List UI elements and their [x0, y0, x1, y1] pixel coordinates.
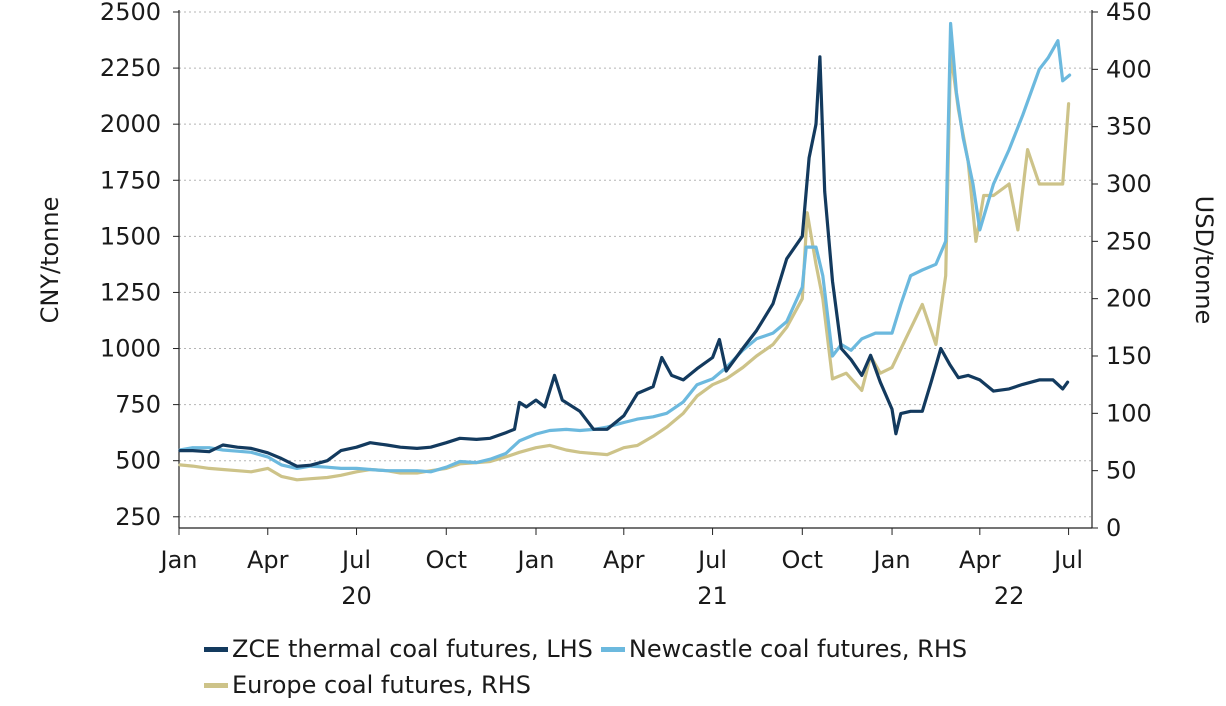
legend-label-zce: ZCE thermal coal futures, LHS — [232, 635, 593, 663]
left-tick-label: 500 — [115, 447, 161, 475]
left-tick-label: 1750 — [100, 166, 161, 194]
x-tick-label: Oct — [782, 546, 824, 574]
left-tick-label: 1250 — [100, 278, 161, 306]
legend-item-europe: Europe coal futures, RHS — [204, 671, 531, 699]
right-axis-title: USD/tonne — [1190, 196, 1218, 325]
right-tick-label: 100 — [1106, 399, 1152, 427]
left-tick-label: 750 — [115, 391, 161, 419]
x-tick-label: Apr — [247, 546, 289, 574]
right-tick-label: 150 — [1106, 342, 1152, 370]
x-tick-label: Oct — [426, 546, 468, 574]
right-axis-ticks: 0 50 100 150 200 250 300 350 400 450 — [1092, 0, 1152, 542]
left-tick-label: 250 — [115, 503, 161, 531]
right-tick-label: 400 — [1106, 55, 1152, 83]
coal-futures-chart: 250 500 750 1000 1250 1500 1750 2000 2250 2500 0 5… — [36, 0, 1218, 610]
x-tick-label: Jul — [1052, 546, 1083, 574]
x-tick-label: Jul — [696, 546, 727, 574]
series-lines — [178, 21, 1072, 482]
right-tick-label: 300 — [1106, 170, 1152, 198]
x-year-label: 21 — [697, 582, 728, 610]
x-year-label: 22 — [994, 582, 1025, 610]
left-tick-label: 2250 — [100, 54, 161, 82]
x-tick-label: Jan — [872, 546, 911, 574]
x-tick-label: Jul — [340, 546, 371, 574]
series-line-0 — [178, 55, 1070, 468]
x-tick-label: Jan — [159, 546, 198, 574]
right-tick-label: 350 — [1106, 113, 1152, 141]
right-tick-label: 50 — [1106, 457, 1137, 485]
left-axis-title: CNY/tonne — [36, 197, 64, 324]
left-tick-label: 2500 — [100, 0, 161, 26]
legend-label-newcastle: Newcastle coal futures, RHS — [628, 635, 968, 663]
x-tick-label: Jan — [516, 546, 555, 574]
legend-label-europe: Europe coal futures, RHS — [232, 671, 532, 699]
right-tick-label: 200 — [1106, 285, 1152, 313]
x-axis-ticks: Jan Apr Jul Oct Jan Apr Jul Oct Jan Apr Jul 20 21 22 — [159, 528, 1083, 610]
left-tick-label: 1000 — [100, 335, 161, 363]
legend-swatch-newcastle — [600, 646, 625, 652]
x-tick-label: Apr — [959, 546, 1001, 574]
left-tick-label: 2000 — [100, 110, 161, 138]
x-year-label: 20 — [341, 582, 372, 610]
axes — [178, 10, 1093, 529]
legend: ZCE thermal coal futures, LHS Newcastle … — [204, 634, 1104, 706]
right-tick-label: 250 — [1106, 227, 1152, 255]
left-axis-ticks: 250 500 750 1000 1250 1500 1750 2000 2250 2500 — [100, 0, 179, 531]
right-tick-label: 0 — [1106, 514, 1121, 542]
legend-item-newcastle: Newcastle coal futures, RHS — [600, 635, 968, 663]
legend-item-zce: ZCE thermal coal futures, LHS — [204, 635, 593, 663]
legend-row: ZCE thermal coal futures, LHS Newcastle … — [204, 634, 1104, 664]
x-tick-label: Apr — [603, 546, 645, 574]
right-tick-label: 450 — [1106, 0, 1152, 26]
legend-swatch-zce — [204, 646, 228, 652]
legend-row: Europe coal futures, RHS — [204, 670, 1104, 700]
left-tick-label: 1500 — [100, 222, 161, 250]
legend-swatch-europe — [204, 682, 228, 688]
series-line-1 — [178, 21, 1072, 474]
